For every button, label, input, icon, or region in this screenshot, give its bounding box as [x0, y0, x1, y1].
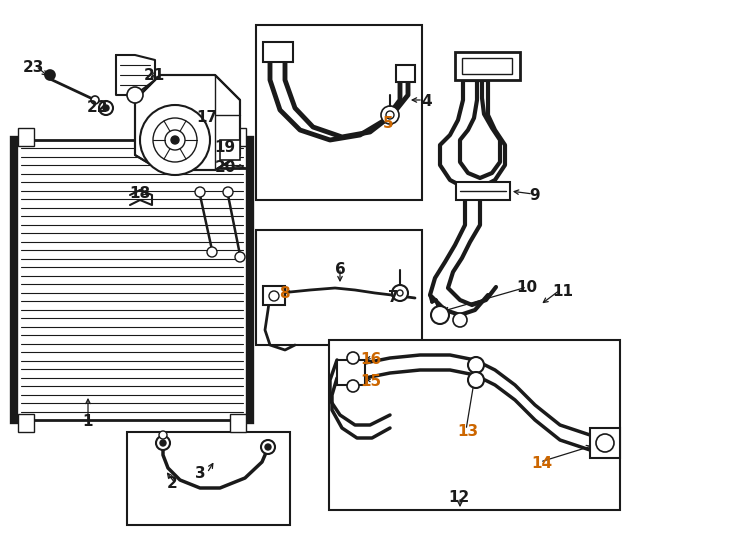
Bar [462, 58, 512, 74]
Circle shape [127, 87, 143, 103]
Circle shape [165, 130, 185, 150]
Circle shape [453, 313, 467, 327]
Circle shape [171, 136, 179, 144]
Bar [230, 414, 246, 432]
Circle shape [99, 101, 113, 115]
Circle shape [195, 187, 205, 197]
Bar [329, 340, 620, 510]
Circle shape [261, 440, 275, 454]
Circle shape [156, 436, 170, 450]
Circle shape [45, 70, 55, 80]
Text: 8: 8 [279, 287, 289, 301]
Text: 16: 16 [360, 353, 382, 368]
Circle shape [269, 291, 279, 301]
Text: 1: 1 [83, 415, 93, 429]
Bar [18, 414, 34, 432]
Text: 23: 23 [22, 60, 44, 76]
Circle shape [468, 357, 484, 373]
Text: 7: 7 [388, 291, 399, 306]
Circle shape [103, 105, 109, 111]
Bar [256, 25, 422, 200]
Text: 9: 9 [530, 187, 540, 202]
Bar [263, 42, 293, 62]
Circle shape [265, 444, 271, 450]
Circle shape [596, 434, 614, 452]
Bar [127, 432, 290, 525]
Circle shape [235, 252, 245, 262]
Text: 3: 3 [195, 467, 206, 482]
Bar [396, 65, 415, 82]
Circle shape [431, 306, 449, 324]
Text: 11: 11 [553, 284, 573, 299]
Text: 15: 15 [360, 374, 382, 388]
Bar [230, 128, 246, 146]
Circle shape [140, 105, 210, 175]
Text: 21: 21 [143, 68, 164, 83]
Circle shape [347, 380, 359, 392]
Bar [14, 140, 250, 420]
Circle shape [397, 290, 403, 296]
Text: 22: 22 [87, 100, 109, 116]
Bar [18, 128, 34, 146]
Bar [456, 182, 510, 200]
Text: 14: 14 [531, 456, 553, 470]
Bar [455, 52, 520, 80]
Text: 18: 18 [129, 186, 150, 200]
Circle shape [468, 372, 484, 388]
Text: 2: 2 [167, 476, 178, 490]
Text: 4: 4 [422, 94, 432, 110]
Bar [256, 230, 422, 345]
Bar [220, 140, 240, 160]
Text: 19: 19 [214, 140, 236, 156]
Circle shape [223, 187, 233, 197]
Bar [590, 428, 620, 458]
Circle shape [381, 106, 399, 124]
Text: 17: 17 [197, 111, 217, 125]
Text: 6: 6 [335, 262, 346, 278]
Circle shape [386, 111, 394, 119]
Bar [337, 360, 365, 385]
Circle shape [160, 440, 166, 446]
Circle shape [153, 118, 197, 162]
Polygon shape [135, 75, 240, 170]
Circle shape [392, 285, 408, 301]
Circle shape [347, 352, 359, 364]
Bar [263, 286, 285, 305]
Circle shape [159, 431, 167, 439]
Circle shape [91, 96, 99, 104]
Text: 5: 5 [382, 116, 393, 131]
Text: 12: 12 [448, 489, 470, 504]
Text: 20: 20 [214, 159, 236, 174]
Circle shape [207, 247, 217, 257]
Text: 13: 13 [457, 424, 479, 440]
Text: 10: 10 [517, 280, 537, 295]
